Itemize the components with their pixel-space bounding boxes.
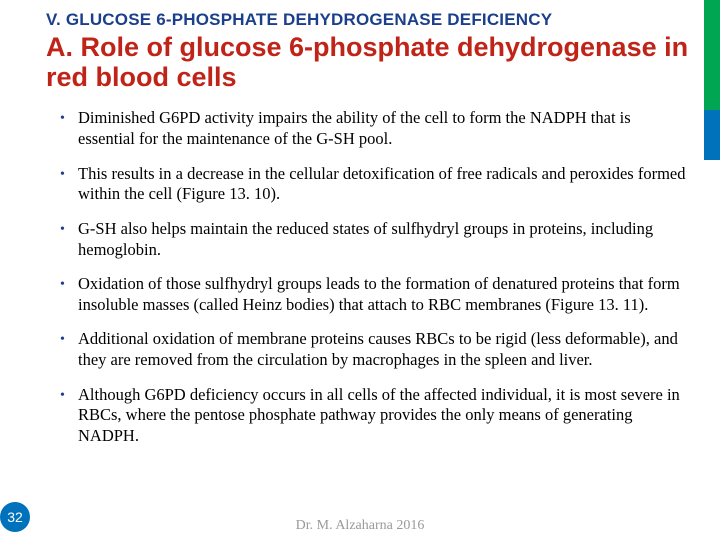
bullet-text: Oxidation of those sulfhydryl groups lea… xyxy=(78,274,690,315)
list-item: • Additional oxidation of membrane prote… xyxy=(60,329,690,370)
bullet-dot-icon: • xyxy=(60,164,78,184)
main-title: A. Role of glucose 6-phosphate dehydroge… xyxy=(0,30,720,102)
bullet-dot-icon: • xyxy=(60,274,78,294)
accent-stripe-blue xyxy=(704,110,720,160)
bullet-text: Additional oxidation of membrane protein… xyxy=(78,329,690,370)
bullet-text: G-SH also helps maintain the reduced sta… xyxy=(78,219,690,260)
bullet-text: Although G6PD deficiency occurs in all c… xyxy=(78,385,690,447)
bullet-dot-icon: • xyxy=(60,385,78,405)
bullet-text: Diminished G6PD activity impairs the abi… xyxy=(78,108,690,149)
list-item: • Although G6PD deficiency occurs in all… xyxy=(60,385,690,447)
list-item: • Oxidation of those sulfhydryl groups l… xyxy=(60,274,690,315)
accent-stripe-green xyxy=(704,0,720,110)
bullet-dot-icon: • xyxy=(60,108,78,128)
bullet-dot-icon: • xyxy=(60,329,78,349)
slide: V. GLUCOSE 6-PHOSPHATE DEHYDROGENASE DEF… xyxy=(0,0,720,540)
list-item: • This results in a decrease in the cell… xyxy=(60,164,690,205)
list-item: • Diminished G6PD activity impairs the a… xyxy=(60,108,690,149)
bullet-dot-icon: • xyxy=(60,219,78,239)
bullet-list: • Diminished G6PD activity impairs the a… xyxy=(0,102,720,446)
section-title: V. GLUCOSE 6-PHOSPHATE DEHYDROGENASE DEF… xyxy=(0,0,720,30)
footer-credit: Dr. M. Alzaharna 2016 xyxy=(0,518,720,534)
bullet-text: This results in a decrease in the cellul… xyxy=(78,164,690,205)
list-item: • G-SH also helps maintain the reduced s… xyxy=(60,219,690,260)
